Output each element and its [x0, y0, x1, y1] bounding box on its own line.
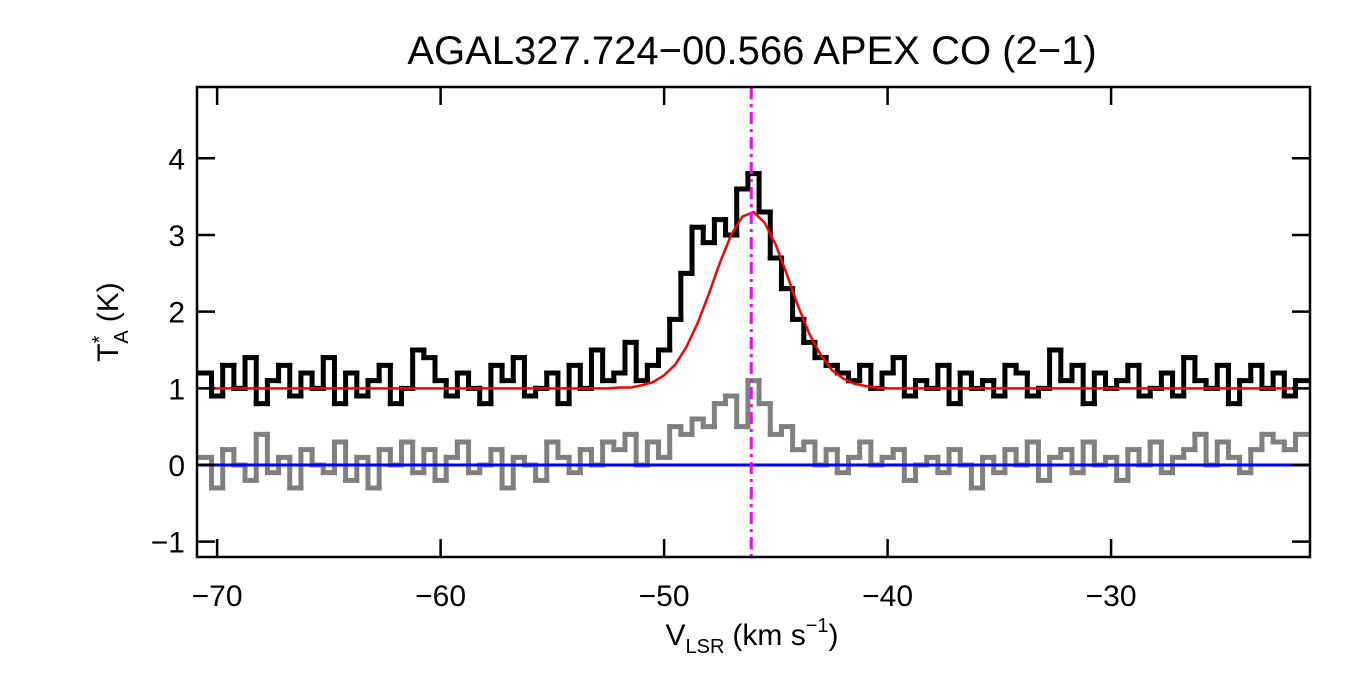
y-tick-label: 0 [168, 450, 185, 483]
y-tick-label: 4 [168, 143, 185, 176]
x-label-sup: −1 [806, 615, 829, 637]
y-tick-label: 3 [168, 220, 185, 253]
x-tick-label: −40 [862, 580, 913, 613]
x-label-close: ) [829, 619, 839, 652]
y-label-sup: * [89, 335, 111, 343]
x-label-main: V [665, 619, 685, 652]
x-label-unit: (km s [732, 619, 805, 652]
y-tick-label: 1 [168, 373, 185, 406]
x-tick-label: −50 [639, 580, 690, 613]
x-tick-label: −60 [415, 580, 466, 613]
y-label-sub: A [111, 330, 133, 344]
x-tick-label: −30 [1086, 580, 1137, 613]
y-axis-label: T*A (K) [89, 282, 133, 361]
x-label-sub: LSR [685, 636, 724, 658]
y-tick-label: 2 [168, 297, 185, 330]
fit-line [205, 210, 1302, 390]
plot-area [197, 87, 1310, 557]
x-tick-label: −70 [192, 580, 243, 613]
chart-title: AGAL327.724−00.566 APEX CO (2−1) [407, 29, 1096, 73]
y-label-unit: (K) [92, 282, 125, 322]
x-axis-label: VLSR (km s−1) [665, 615, 838, 658]
plot-frame [195, 85, 1312, 559]
y-label-main: T [92, 343, 125, 361]
y-tick-label: −1 [151, 527, 185, 560]
